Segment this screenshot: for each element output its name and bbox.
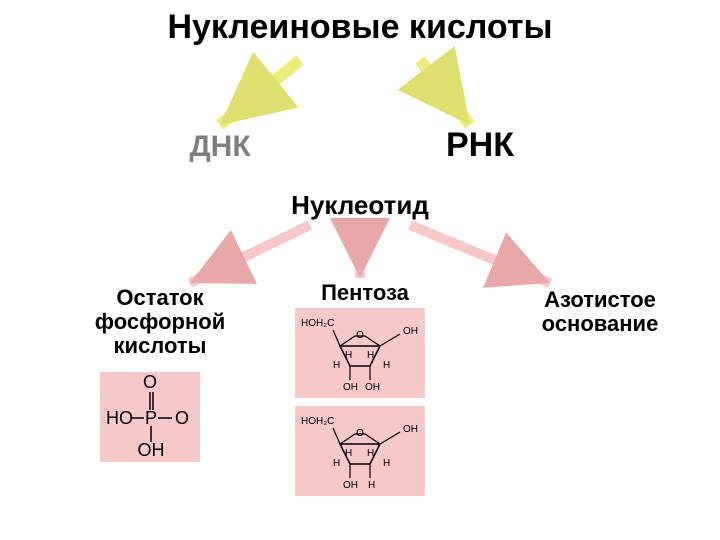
nucleotide-text: Нуклеотид [291,190,429,220]
p2-h3: H [333,458,340,469]
atom-p: P [145,408,157,428]
arrow-line-dnk [220,60,300,125]
p1-h3: H [333,360,340,371]
phosphate-text: Остаток фосфорной кислоты [95,285,225,358]
p1-ohbr: OH [365,382,380,393]
pentose2-structure: HOH₂C OH O H H H H OH H [295,406,425,496]
p2-hbr: H [368,480,375,491]
p2-hoh2c: HOH₂C [301,416,334,427]
pentose-label: Пентоза [300,280,430,306]
p1-ohr: OH [403,326,418,337]
pentose1-structure: HOH₂C OH O H H H H OH OH [295,308,425,398]
base-text: Азотистое основание [542,287,659,336]
p1-ohbl: OH [343,382,358,393]
arrow-line-rnk [420,60,470,125]
phosphate-structure: O HO P O OH [100,372,200,462]
arrow-line-base [410,225,550,283]
p2-ohbl: OH [343,480,358,491]
phosphate-svg: O HO P O OH [100,372,200,462]
p2-h1: H [345,448,352,459]
arrow-line-phos [190,225,310,283]
p2-ohr: OH [403,424,418,435]
rnk-label: РНК [420,126,540,165]
pentose-text: Пентоза [321,280,409,305]
p1-h2: H [367,350,374,361]
atom-ho-left: HO [106,408,133,428]
rnk-text: РНК [446,126,514,164]
title-text: Нуклеиновые кислоты [167,8,552,46]
nucleotide-label: Нуклеотид [250,190,470,221]
dnk-label: ДНК [160,130,280,164]
atom-oh-bottom: OH [138,440,165,460]
pentose1-svg: HOH₂C OH O H H H H OH OH [295,308,425,398]
p1-hoh2c: HOH₂C [301,318,334,329]
p1-h4: H [383,360,390,371]
atom-o-right: O [175,408,189,428]
p2-h2: H [367,448,374,459]
atom-o-top: O [143,372,157,392]
page-title: Нуклеиновые кислоты [0,8,720,47]
dnk-text: ДНК [189,130,250,163]
p2-h4: H [383,458,390,469]
phosphate-label: Остаток фосфорной кислоты [60,286,260,359]
pentose2-svg: HOH₂C OH O H H H H OH H [295,406,425,496]
base-label: Азотистое основание [510,288,690,336]
p1-h1: H [345,350,352,361]
